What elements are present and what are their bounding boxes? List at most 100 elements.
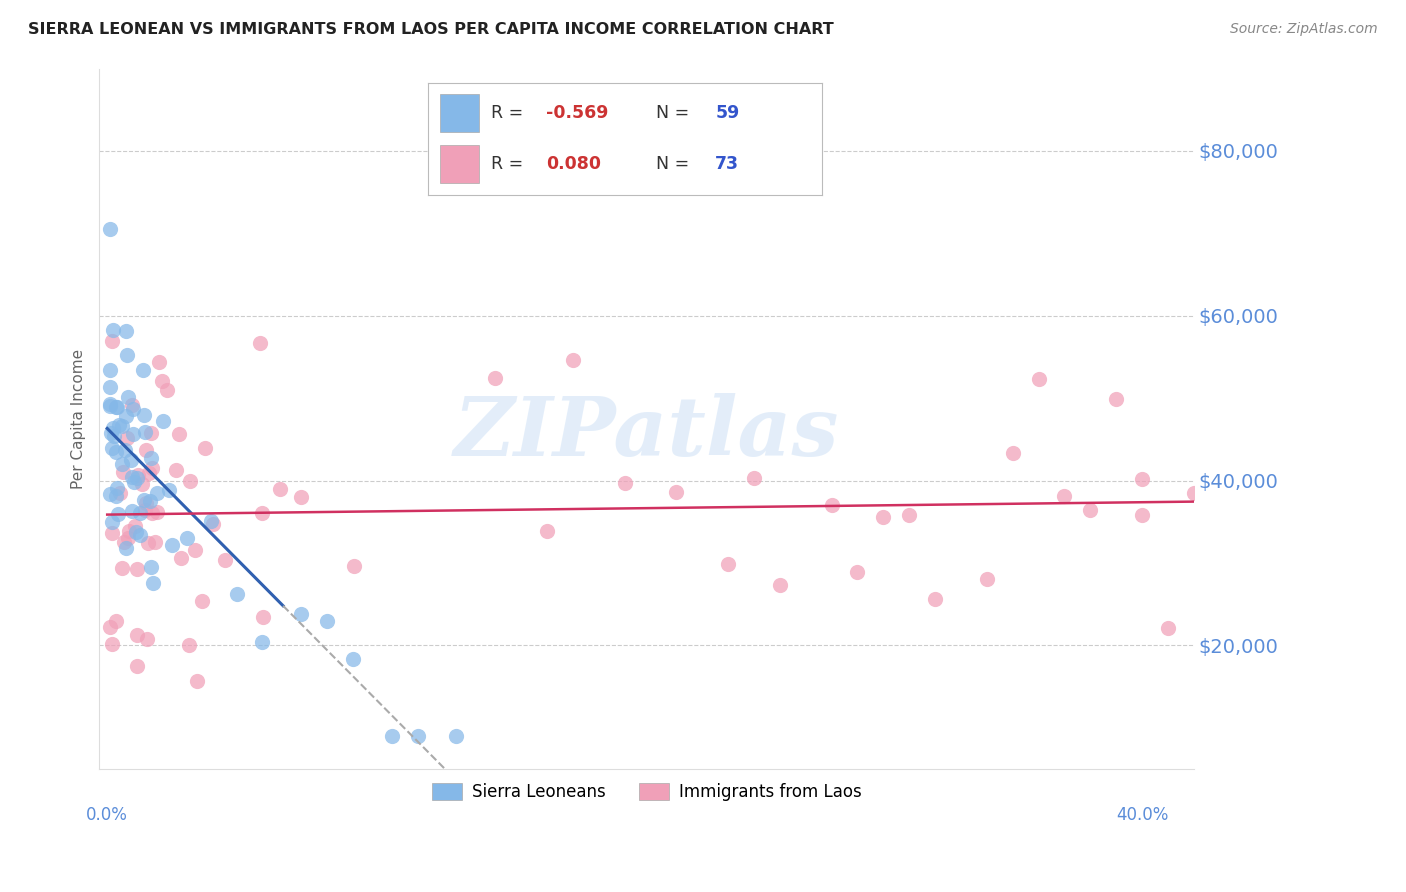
Point (200, 514, 222, 528)
Point (141, 506, 163, 520)
Point (98, 222, 121, 236)
Point (121, 504, 143, 518)
Point (125, 524, 148, 539)
Point (111, 561, 134, 575)
Point (135, 496, 157, 510)
Point (342, 651, 364, 665)
Point (138, 466, 160, 480)
Point (114, 541, 136, 555)
Point (167, 426, 190, 441)
Point (157, 483, 180, 498)
Point (536, 524, 558, 538)
Point (124, 475, 146, 490)
Text: 40.0%: 40.0% (1116, 806, 1168, 824)
Point (121, 427, 143, 442)
Point (872, 509, 894, 524)
Point (139, 425, 162, 440)
Point (148, 355, 170, 369)
Point (179, 475, 201, 489)
Point (101, 334, 124, 348)
Point (186, 674, 208, 689)
Point (132, 493, 155, 508)
Point (117, 531, 139, 545)
Text: SIERRA LEONEAN VS IMMIGRANTS FROM LAOS PER CAPITA INCOME CORRELATION CHART: SIERRA LEONEAN VS IMMIGRANTS FROM LAOS P… (28, 22, 834, 37)
Point (406, 729, 429, 743)
Point (252, 506, 274, 520)
Point (127, 628, 149, 642)
Point (152, 414, 174, 428)
Point (98, 400, 121, 414)
Point (117, 348, 139, 362)
Point (1028, 372, 1050, 386)
Point (381, 729, 404, 743)
Point (115, 324, 138, 338)
Point (98, 363, 121, 377)
Point (98, 379, 121, 393)
Point (343, 558, 366, 573)
Point (561, 352, 583, 367)
Point (120, 453, 142, 467)
Point (252, 634, 274, 648)
Point (146, 486, 169, 500)
Point (446, 729, 468, 743)
Point (924, 591, 946, 606)
Point (143, 535, 166, 549)
Point (269, 482, 291, 496)
Point (105, 481, 128, 495)
Point (121, 398, 143, 412)
Point (225, 586, 247, 600)
Text: ZIPatlas: ZIPatlas (454, 392, 839, 473)
Point (141, 451, 163, 466)
Point (101, 637, 124, 651)
Point (290, 490, 312, 504)
Point (122, 401, 145, 416)
Legend: Sierra Leoneans, Immigrants from Laos: Sierra Leoneans, Immigrants from Laos (423, 775, 870, 810)
Point (101, 324, 124, 338)
Point (125, 659, 148, 673)
Point (131, 477, 153, 491)
Y-axis label: Per Capita Income: Per Capita Income (72, 349, 86, 489)
Point (101, 515, 124, 529)
Point (135, 443, 157, 458)
Point (717, 557, 740, 571)
Point (138, 493, 160, 508)
Point (176, 531, 198, 545)
Point (134, 408, 156, 422)
Point (112, 535, 135, 549)
Point (1182, 486, 1205, 500)
Point (111, 458, 134, 472)
Point (105, 614, 128, 628)
Point (139, 559, 162, 574)
Point (170, 551, 193, 566)
Point (100, 525, 122, 540)
Point (1130, 472, 1153, 486)
Point (179, 638, 201, 652)
Point (484, 370, 506, 384)
Point (107, 507, 129, 521)
Point (98, 620, 121, 634)
Point (108, 418, 131, 433)
Point (117, 431, 139, 445)
Point (117, 390, 139, 404)
Point (132, 363, 155, 377)
Point (252, 610, 274, 624)
Point (111, 465, 134, 479)
Point (191, 593, 214, 607)
Point (290, 607, 312, 622)
Point (898, 508, 921, 523)
Point (101, 441, 124, 455)
Point (846, 566, 869, 580)
Point (105, 401, 128, 415)
Point (150, 374, 173, 388)
Point (118, 524, 141, 538)
Point (166, 463, 188, 477)
Point (127, 468, 149, 483)
Point (124, 519, 146, 533)
Point (201, 516, 224, 531)
Point (114, 442, 136, 457)
Point (101, 421, 124, 435)
Point (742, 471, 765, 485)
Point (160, 538, 183, 552)
Point (1078, 502, 1101, 516)
Point (134, 503, 156, 517)
